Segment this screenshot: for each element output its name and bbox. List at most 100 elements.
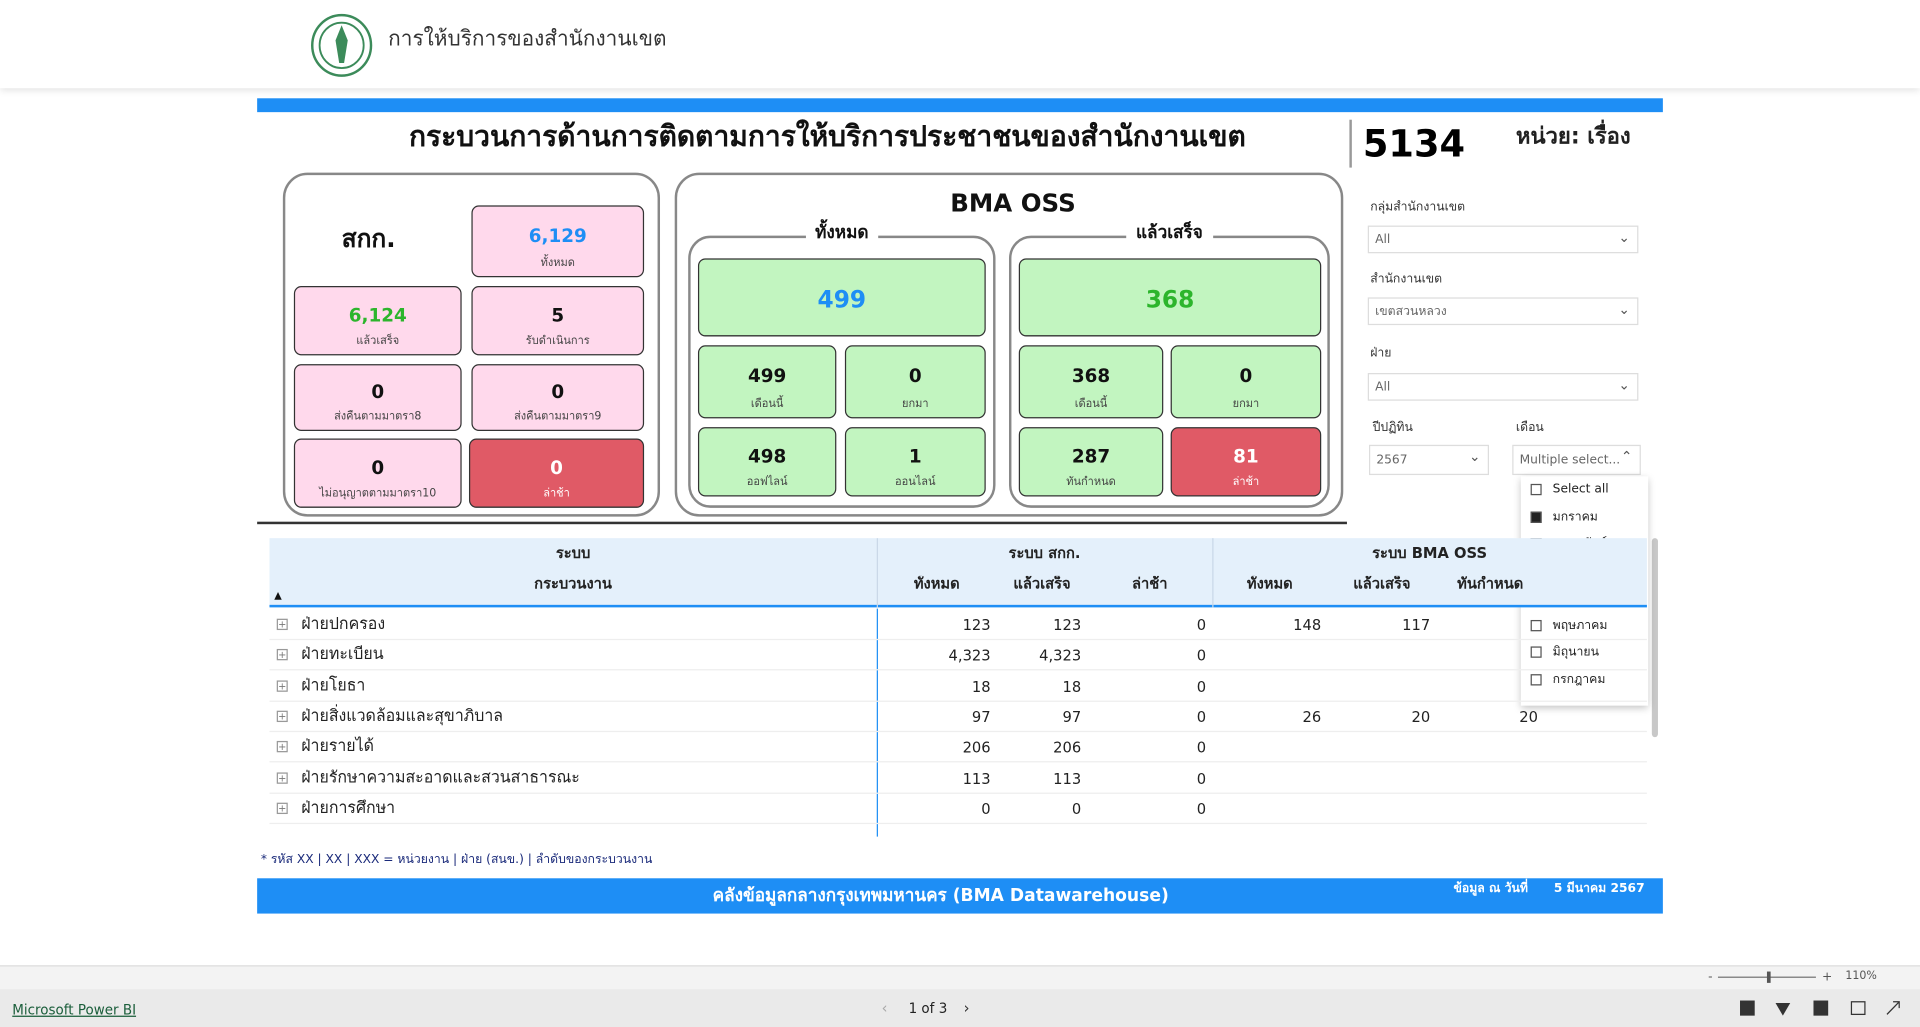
total-count: 5134 [1362, 122, 1466, 167]
powerbi-link[interactable]: Microsoft Power BI [12, 1001, 137, 1019]
row-line [269, 791, 1647, 794]
separator [1349, 119, 1352, 168]
row-label: ฝ่ายรักษาความสะอาดและสวนสาธารณะ [301, 768, 580, 787]
month-option[interactable]: มิถุนายน [1552, 645, 1599, 660]
oss-panel [674, 172, 1344, 517]
bottom-bar [0, 989, 1920, 1027]
filter-dropdown[interactable]: Multiple select... ⌃ [1512, 444, 1641, 476]
kpi-card: 499 [697, 258, 986, 337]
kpi-card: 368 [1018, 258, 1322, 337]
cell-value: 4,323 [948, 646, 991, 665]
cell-value: 0 [1196, 677, 1207, 696]
cell-value: 20 [1519, 708, 1538, 726]
kpi-card: 5 รับดำเนินการ [471, 286, 645, 356]
table-header-bg [269, 538, 1647, 608]
cell-value: 123 [1053, 616, 1082, 634]
kpi-card: 498 ออฟไลน์ [697, 427, 837, 497]
kpi-value: 1 [908, 444, 922, 467]
kpi-value: 0 [551, 379, 565, 403]
kpi-label: รับดำเนินการ [525, 335, 590, 348]
row-line [269, 638, 1647, 641]
kpi-card: 0 ยกมา [1170, 345, 1322, 419]
checkbox[interactable] [1530, 510, 1542, 523]
data-table: ระบบ ระบบ สกก. ระบบ BMA OSS กระบวนงาน ทั้งหม… [269, 538, 1647, 837]
kpi-value: 5 [551, 303, 565, 326]
kpi-value: 499 [747, 364, 787, 387]
kpi-value: 499 [817, 286, 867, 314]
column-header: แล้วเสร็จ [1353, 575, 1411, 591]
kpi-label: ออฟไลน์ [746, 476, 788, 489]
group-header: ระบบ [555, 544, 591, 563]
cell-value: 97 [971, 708, 991, 726]
filter-dropdown[interactable]: เขตสวนหลวง ⌄ [1367, 297, 1639, 326]
sakk-panel [282, 172, 661, 517]
zoom-thumb[interactable] [1766, 971, 1771, 983]
expand-icon[interactable]: + [276, 802, 288, 814]
checkbox[interactable] [1530, 673, 1542, 685]
cell-value: 4,323 [1039, 646, 1082, 665]
share-icons[interactable] [1739, 999, 1910, 1019]
filter-dropdown[interactable]: All ⌄ [1367, 225, 1639, 254]
kpi-label: ล่าช้า [543, 487, 570, 501]
cell-value: 117 [1402, 616, 1431, 634]
filter-dropdown[interactable]: All ⌄ [1367, 372, 1639, 401]
zoom-out[interactable]: - [1708, 970, 1713, 985]
expand-icon[interactable]: + [276, 741, 288, 753]
row-label: ฝ่ายรายได้ [301, 737, 374, 757]
expand-icon[interactable]: + [276, 618, 288, 631]
kpi-label: ทันกำหนด [1066, 476, 1116, 489]
column-header: ทันกำหนด [1457, 575, 1524, 591]
cell-value: 18 [971, 677, 991, 696]
filter-value: Multiple select... [1519, 453, 1621, 468]
kpi-label: ส่งคืนตามมาตรา9 [514, 410, 602, 424]
header-divider [1212, 538, 1214, 608]
page-indicator: 1 of 3 [908, 1000, 948, 1017]
kpi-label: ล่าช้า [1232, 476, 1260, 489]
cell-value: 97 [1062, 708, 1082, 726]
checkbox[interactable] [1530, 646, 1542, 658]
zoom-level: 110% [1845, 970, 1877, 983]
checkbox[interactable] [1530, 483, 1542, 496]
cell-value: 26 [1302, 708, 1322, 726]
prev-page[interactable]: ‹ [881, 999, 888, 1017]
checkbox[interactable] [1530, 619, 1542, 631]
oss-group-title: แล้วเสร็จ [1126, 224, 1213, 242]
report-title: กระบวนการด้านการติดตามการให้บริการประชาช… [408, 120, 1246, 154]
month-option[interactable]: Select all [1552, 482, 1609, 497]
kpi-card: 287 ทันกำหนด [1018, 427, 1164, 497]
row-line [269, 730, 1647, 732]
group-header: ระบบ สกก. [1008, 544, 1081, 563]
expand-icon[interactable]: + [276, 649, 288, 661]
footer-band [257, 878, 1663, 914]
cell-value: 0 [1196, 799, 1207, 818]
oss-group-title: ทั้งหมด [805, 224, 879, 242]
expand-icon[interactable]: + [276, 771, 288, 784]
logo [311, 13, 373, 77]
date-label: ข้อมูล ณ วันที่ [1453, 882, 1529, 896]
kpi-label: เดือนนี้ [750, 398, 784, 411]
divider [257, 521, 1347, 525]
chevron: ⌃ [1620, 448, 1633, 465]
month-option[interactable]: มกราคม [1552, 509, 1598, 524]
group-header: ระบบ BMA OSS [1372, 544, 1488, 563]
month-option[interactable]: พฤษภาคม [1552, 618, 1608, 632]
row-label: ฝ่ายทะเบียน [301, 645, 384, 665]
column-header: ล่าช้า [1132, 575, 1168, 591]
top-band [257, 98, 1663, 113]
body-divider [876, 608, 878, 837]
column-header: ทั้งหมด [1246, 575, 1293, 591]
footnote: * รหัส XX | XX | XXX = หน่วยงาน | ฝ่าย (… [260, 853, 653, 867]
kpi-value: 368 [1071, 364, 1111, 387]
unit-label: หน่วย: เรื่อง [1515, 123, 1631, 150]
kpi-value: 81 [1233, 444, 1259, 467]
scrollbar[interactable] [1651, 538, 1658, 738]
month-option[interactable]: กรกฎาคม [1552, 672, 1606, 687]
column-header: ทั้งหมด [913, 575, 960, 591]
column-header: กระบวนงาน [534, 575, 612, 591]
expand-icon[interactable]: + [276, 679, 288, 692]
zoom-in[interactable]: + [1822, 970, 1833, 985]
expand-icon[interactable]: + [276, 710, 288, 722]
filter-dropdown[interactable]: 2567 ⌄ [1368, 444, 1489, 476]
next-page[interactable]: › [963, 999, 970, 1017]
